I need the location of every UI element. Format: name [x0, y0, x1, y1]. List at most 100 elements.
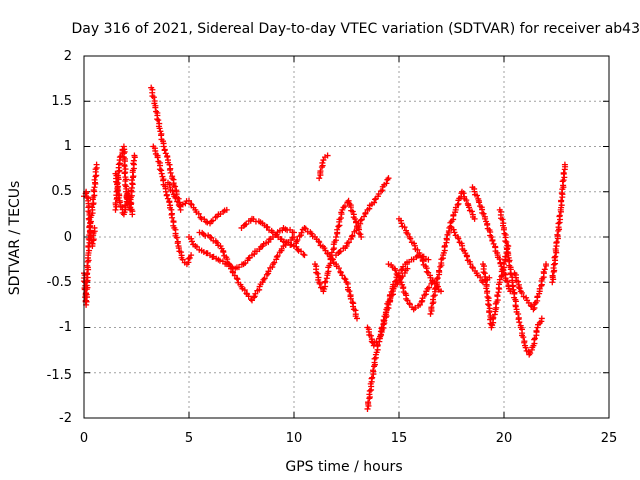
- data-point: [114, 187, 121, 194]
- data-point: [433, 276, 440, 283]
- data-point: [335, 265, 342, 272]
- y-tick-label: -1: [59, 320, 72, 335]
- data-point: [223, 206, 230, 213]
- data-point: [385, 175, 392, 182]
- data-point: [158, 170, 165, 177]
- data-point: [333, 234, 339, 240]
- data-point: [301, 224, 308, 231]
- y-tick-label: 0: [64, 230, 72, 245]
- data-point: [249, 297, 255, 304]
- data-point: [550, 261, 557, 268]
- data-point: [490, 314, 497, 321]
- data-point: [399, 273, 406, 280]
- data-point: [342, 276, 349, 283]
- data-point: [125, 193, 132, 200]
- data-point: [112, 206, 119, 213]
- data-point: [432, 284, 439, 291]
- data-point: [388, 288, 395, 295]
- data-point: [468, 208, 475, 215]
- data-point: [370, 342, 377, 349]
- data-point: [441, 242, 448, 249]
- data-point: [301, 252, 308, 259]
- data-point: [463, 253, 470, 260]
- data-point: [358, 216, 365, 223]
- data-point: [86, 216, 93, 223]
- data-point: [518, 289, 525, 296]
- data-point: [163, 192, 170, 199]
- data-point: [507, 288, 514, 295]
- data-point: [476, 199, 483, 206]
- data-point: [273, 253, 280, 260]
- data-point: [319, 159, 326, 166]
- data-point: [265, 239, 272, 246]
- data-point: [351, 215, 358, 222]
- data-point: [477, 274, 484, 281]
- data-point: [398, 267, 405, 274]
- data-point: [263, 271, 270, 278]
- data-point: [345, 197, 352, 204]
- data-point: [425, 256, 432, 263]
- data-point: [473, 192, 480, 199]
- data-point: [428, 304, 435, 311]
- data-point: [328, 249, 335, 256]
- data-point: [128, 177, 135, 184]
- data-point: [373, 338, 380, 345]
- data-point: [90, 187, 97, 194]
- data-point: [349, 232, 356, 239]
- data-point: [156, 125, 163, 132]
- data-point: [156, 166, 163, 173]
- data-point: [349, 208, 356, 215]
- data-point: [370, 367, 377, 374]
- data-point: [195, 210, 202, 217]
- data-point: [427, 310, 434, 317]
- data-point: [166, 161, 173, 168]
- data-point: [496, 256, 503, 263]
- data-point: [515, 311, 522, 318]
- data-point: [450, 226, 457, 233]
- data-point: [269, 264, 276, 271]
- data-point: [385, 261, 392, 268]
- data-point: [188, 238, 195, 245]
- x-tick-labels: 0 5 10 15 20 25: [80, 431, 617, 446]
- data-point: [455, 235, 462, 242]
- data-point: [113, 178, 120, 185]
- data-point: [527, 302, 534, 309]
- data-point: [316, 280, 323, 287]
- data-point: [334, 226, 341, 233]
- y-tick-label: 2: [64, 49, 72, 64]
- y-tick-label: 1.5: [51, 94, 72, 109]
- data-point: [414, 246, 421, 253]
- data-point: [252, 290, 259, 297]
- data-point: [89, 240, 96, 247]
- data-point: [353, 219, 360, 226]
- data-point: [514, 278, 521, 285]
- data-point: [324, 152, 331, 159]
- data-point: [485, 302, 492, 309]
- data-point: [117, 153, 124, 160]
- data-point: [261, 275, 268, 282]
- data-point: [115, 161, 122, 168]
- data-point: [434, 275, 441, 282]
- data-point: [161, 147, 168, 154]
- data-point: [362, 209, 369, 216]
- data-point: [426, 284, 433, 291]
- data-point: [162, 188, 169, 195]
- data-point: [93, 161, 100, 168]
- data-point: [466, 204, 473, 211]
- y-tick-label: -1.5: [47, 368, 72, 383]
- data-point: [341, 275, 348, 282]
- data-point: [347, 295, 354, 302]
- data-point: [515, 316, 522, 323]
- plot-frame: [83, 55, 610, 419]
- data-point: [86, 203, 93, 210]
- data-point: [561, 161, 568, 168]
- y-tick-label: 1: [64, 139, 72, 154]
- data-point: [164, 154, 171, 161]
- data-point: [541, 266, 548, 273]
- x-tick-label: 0: [80, 431, 88, 446]
- data-point: [336, 248, 343, 255]
- data-point: [438, 288, 444, 295]
- data-point: [489, 237, 496, 244]
- data-point: [169, 214, 176, 221]
